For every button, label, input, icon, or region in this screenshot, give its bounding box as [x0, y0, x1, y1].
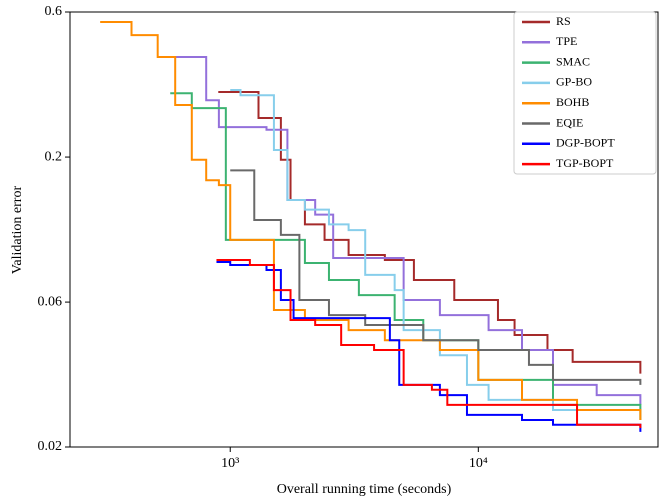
- series-line: [216, 259, 642, 429]
- legend-label: RS: [556, 14, 571, 28]
- legend-box: [513, 11, 657, 175]
- legend-label: SMAC: [556, 54, 590, 68]
- legend-label: TGP-BOPT: [556, 156, 614, 170]
- x-tick-label: 10³: [221, 456, 239, 471]
- series-line: [170, 92, 642, 421]
- x-axis-label: Overall running time (seconds): [277, 482, 452, 497]
- series-line: [100, 20, 642, 421]
- y-tick-label: 0.6: [45, 4, 63, 19]
- legend-label: DGP-BOPT: [556, 136, 615, 150]
- legend-label: TPE: [556, 34, 577, 48]
- legend-label: BOHB: [556, 95, 589, 109]
- x-tick-label: 10⁴: [469, 456, 488, 471]
- series-line: [230, 89, 641, 412]
- legend-label: EQIE: [556, 115, 583, 129]
- y-tick-label: 0.02: [38, 439, 63, 454]
- y-axis-label: Validation error: [10, 186, 25, 275]
- series-line: [216, 260, 642, 432]
- legend-label: GP-BO: [556, 75, 592, 89]
- plot-frame: [69, 11, 659, 448]
- y-tick-label: 0.06: [38, 294, 63, 309]
- y-tick-label: 0.2: [45, 149, 63, 164]
- series-line: [230, 169, 642, 385]
